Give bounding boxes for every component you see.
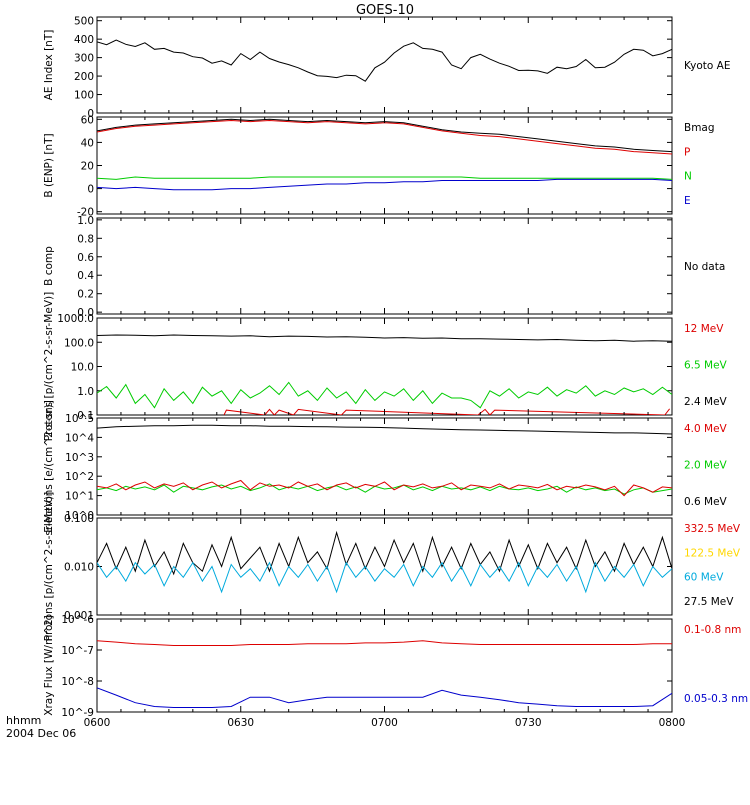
series-line <box>97 119 672 155</box>
y-tick-label: 10^2 <box>65 471 94 483</box>
x-tick-label: 0700 <box>371 717 398 729</box>
y-tick-label: 10^-7 <box>61 645 94 657</box>
y-tick-label: -20 <box>77 207 94 219</box>
series-line <box>223 408 670 415</box>
y-tick-label: 0.1 <box>77 410 94 422</box>
y-tick-label: 0.2 <box>77 289 94 301</box>
y-tick-label: 400 <box>74 34 94 46</box>
y-tick-label: 300 <box>74 53 94 65</box>
series-label: 0.6 MeV <box>684 496 728 508</box>
panel-frame <box>96 217 673 315</box>
series-label: 0.05-0.3 nm <box>684 693 748 705</box>
y-tick-label: 100 <box>74 90 94 102</box>
footer-date-label: 2004 Dec 06 <box>6 727 76 740</box>
series-line <box>97 561 672 594</box>
y-tick-label: 10^-6 <box>61 614 94 626</box>
y-tick-label: 10^0 <box>65 510 94 522</box>
series-label: 2.0 MeV <box>684 460 728 472</box>
y-tick-label: 10^3 <box>65 452 94 464</box>
y-tick-label: 1000.0 <box>57 313 94 325</box>
series-label: 332.5 MeV <box>684 523 741 535</box>
series-label: 27.5 MeV <box>684 596 734 608</box>
series-line <box>97 176 672 180</box>
y-axis-label: B comp <box>43 246 55 286</box>
series-label: 122.5 MeV <box>684 547 741 559</box>
y-tick-label: 20 <box>81 161 94 173</box>
y-tick-label: 1.0 <box>77 215 94 227</box>
y-tick-label: 10^-9 <box>61 707 94 719</box>
y-tick-label: 0.8 <box>77 233 94 245</box>
y-tick-label: 0.010 <box>64 562 94 574</box>
series-label: Kyoto AE <box>684 60 730 72</box>
series-label: 12 MeV <box>684 323 724 335</box>
x-axis-ticks: 0600 0630 0700 0730 0800 <box>84 717 686 729</box>
series-label: N <box>684 171 692 183</box>
y-tick-label: 10^5 <box>65 413 94 425</box>
y-tick-label: 10^4 <box>65 432 94 444</box>
series-label: 0.1-0.8 nm <box>684 624 741 636</box>
x-tick-label: 0800 <box>659 717 686 729</box>
y-tick-label: 10^1 <box>65 491 94 503</box>
series-line <box>97 178 672 191</box>
y-axis-label: Protons [p/(cm^2-s-sr-MeV)] <box>43 492 55 641</box>
series-line <box>97 530 672 576</box>
y-tick-label: 500 <box>74 16 94 28</box>
y-tick-label: 40 <box>81 137 94 149</box>
series-label: P <box>684 146 690 158</box>
series-line <box>97 479 672 497</box>
x-tick-label: 0600 <box>84 717 111 729</box>
y-tick-label: 0.100 <box>64 513 94 525</box>
series-line <box>97 483 672 495</box>
panel-6: 0.001 0.010 0.100 Protons [p/(cm^2-s-sr-MeV… <box>43 492 741 641</box>
panel-7: 10^-9 10^-8 10^-7 10^-6 Xray Flux [W/m^2] 0.1… <box>43 614 748 719</box>
series-line <box>97 334 672 342</box>
y-axis-label: Protons [p/(cm^2-s-sr-MeV)] <box>43 292 55 441</box>
panel-frame <box>96 317 673 416</box>
y-tick-label: 1.0 <box>77 386 94 398</box>
y-tick-label: 0.0 <box>77 307 94 319</box>
y-tick-label: 200 <box>74 71 94 83</box>
figure-title: GOES-10 <box>356 3 414 18</box>
footer-time-label: hhmm <box>6 714 41 727</box>
y-tick-label: 0.001 <box>64 610 94 622</box>
series-line <box>97 424 672 435</box>
series-label: Bmag <box>684 122 715 134</box>
panel-1: 0 100 200 300 400 500 AE Index [nT] Kyoto AE <box>43 16 730 120</box>
series-line <box>97 381 672 409</box>
y-tick-label: 0 <box>87 108 94 120</box>
panel-3: 0.0 0.2 0.4 0.6 0.8 1.0 B comp No data <box>43 215 725 319</box>
y-axis-label: AE Index [nT] <box>43 30 55 101</box>
y-tick-label: 0.6 <box>77 252 94 264</box>
y-axis-label: B (ENP) [nT] <box>43 133 55 197</box>
series-label: 4.0 MeV <box>684 423 728 435</box>
y-tick-label: 60 <box>81 114 94 126</box>
y-tick-label: 100.0 <box>64 337 94 349</box>
y-axis-label: Xray Flux [W/m^2] <box>43 615 55 715</box>
panel-2: -20 0 20 40 60 B (ENP) [nT] Bmag P NE <box>43 114 715 218</box>
series-line <box>97 640 672 646</box>
panel-frame <box>96 618 673 713</box>
series-label: 60 MeV <box>684 572 724 584</box>
panel-frame <box>96 16 673 114</box>
x-tick-label: 0630 <box>227 717 254 729</box>
y-tick-label: 10^-8 <box>61 676 94 688</box>
y-tick-label: 10.0 <box>71 362 94 374</box>
y-tick-label: 0 <box>87 184 94 196</box>
series-label: 2.4 MeV <box>684 396 728 408</box>
panel-frame <box>96 116 673 215</box>
series-label: No data <box>684 261 725 273</box>
panel-5: 10^0 10^1 10^2 10^3 10^4 10^5 Electrons [e/(cm… <box>43 400 728 533</box>
series-label: 6.5 MeV <box>684 360 728 372</box>
y-tick-label: 0.4 <box>77 270 94 282</box>
series-line <box>97 687 672 708</box>
series-label: E <box>684 195 691 207</box>
x-tick-label: 0730 <box>515 717 542 729</box>
y-axis-label: Electrons [e/(cm^2-s-sr)] <box>43 400 55 533</box>
series-line <box>97 39 672 82</box>
